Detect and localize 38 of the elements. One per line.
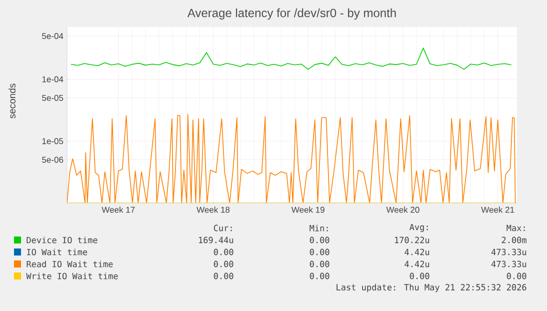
x-tick-label: Week 18: [196, 206, 230, 213]
x-tick-label: Week 21: [481, 206, 514, 213]
y-tick-label: 1e-04: [42, 76, 64, 82]
y-axis-title: seconds: [8, 84, 16, 118]
text: Cur:: [214, 224, 232, 232]
text: 2.00m: [502, 236, 526, 244]
x-tick-label: Week 17: [102, 206, 135, 213]
text: 4.42u: [404, 248, 430, 256]
y-tick-label: 1e-05: [42, 138, 64, 144]
text: 0.00: [310, 260, 330, 268]
text: 4.42u: [404, 260, 430, 268]
text: 473.33u: [491, 260, 526, 268]
text: 0.00: [310, 272, 330, 280]
legend-label: Device IO time: [26, 236, 98, 244]
text: 0.00: [310, 236, 330, 244]
legend-label: Write IO Wait time: [26, 272, 118, 280]
x-tick-label: Week 19: [291, 206, 324, 213]
text: Max:: [506, 224, 525, 232]
legend-label: Read IO Wait time: [26, 260, 113, 268]
y-tick-label: 5e-06: [42, 156, 64, 163]
text: 0.00: [310, 248, 330, 256]
text: 169.44u: [199, 236, 234, 244]
text: 0.00: [214, 272, 234, 280]
line-series: [70, 48, 512, 70]
y-tick-label: 5e-04: [42, 33, 64, 40]
text: 0.00: [410, 272, 430, 280]
text: 0.00: [214, 248, 234, 256]
text: 0.00: [506, 272, 526, 280]
text: 170.22u: [395, 236, 430, 244]
text: Avg:: [409, 224, 428, 232]
text: 0.00: [214, 260, 234, 268]
text: Last update: Thu May 21 22:55:32 2026: [336, 284, 526, 292]
legend-label: IO Wait time: [27, 248, 88, 256]
text: 473.33u: [491, 248, 526, 256]
y-tick-label: 5e-05: [42, 94, 64, 101]
x-tick-label: Week 20: [386, 206, 420, 213]
chart-title: Average latency for /dev/sr0 - by month: [187, 8, 396, 20]
text: Min:: [310, 224, 328, 232]
